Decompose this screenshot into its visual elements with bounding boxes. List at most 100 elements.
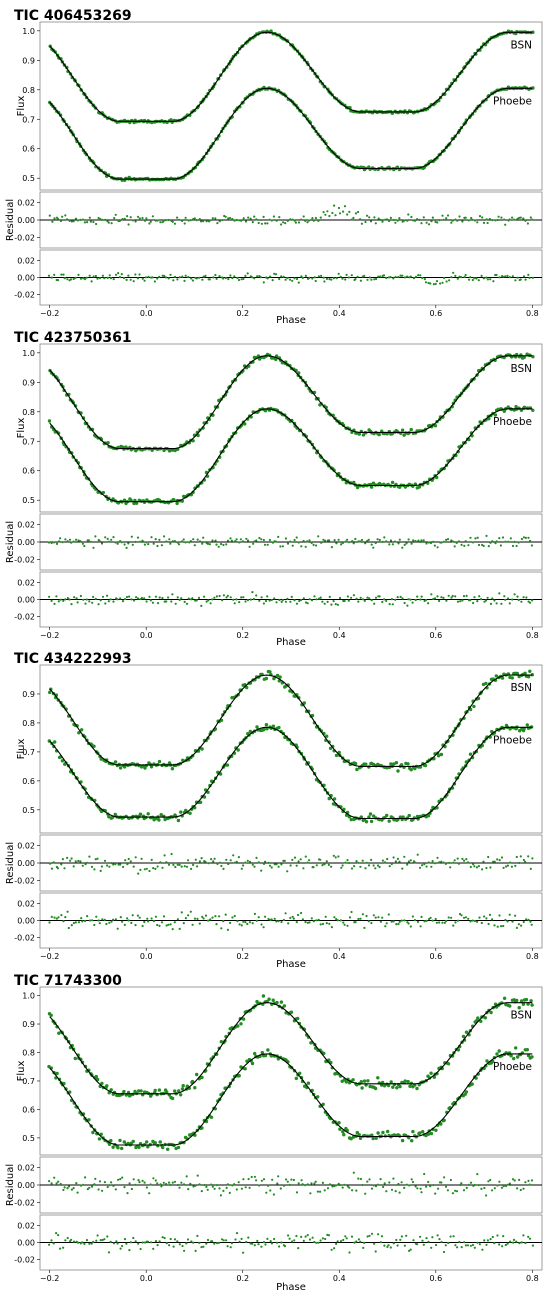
residual-point (461, 857, 464, 861)
residual-point (62, 1188, 65, 1192)
data-point (517, 674, 521, 679)
data-point (106, 441, 110, 445)
residual-point (345, 1237, 348, 1240)
residual-point (225, 543, 228, 546)
residual-point (290, 595, 293, 599)
residual-point (417, 539, 420, 542)
residual-point (338, 1183, 341, 1187)
residual-point (114, 213, 117, 216)
residual-point (359, 1177, 362, 1181)
residual-point (394, 275, 397, 279)
residual-tick-label: -0.02 (14, 556, 35, 565)
residual-point (392, 1177, 395, 1180)
residual-point (213, 1242, 216, 1245)
residual-point (432, 540, 435, 544)
residual-point (165, 1242, 168, 1245)
residual-point (496, 925, 499, 928)
residual-point (247, 1177, 250, 1181)
residual-point (114, 541, 117, 544)
data-point (163, 817, 167, 822)
residual-point (268, 599, 271, 602)
data-point (500, 676, 505, 680)
residual-point (286, 276, 289, 280)
residual-point (362, 1246, 365, 1249)
residual-point (467, 219, 470, 222)
residual-point (152, 867, 155, 870)
residual-point (467, 917, 470, 920)
residual-point (160, 544, 163, 547)
residual-point (448, 861, 451, 865)
residual-point (317, 275, 320, 278)
residual-point (469, 920, 472, 923)
residual-point (56, 217, 60, 220)
residual-point (266, 595, 269, 598)
residual-point (132, 865, 135, 868)
data-point (180, 1087, 185, 1091)
residual-point (362, 598, 365, 601)
data-point (107, 1142, 112, 1147)
residual-point (434, 917, 437, 921)
data-point (267, 997, 271, 1001)
data-point (99, 1132, 103, 1137)
residual-point (350, 274, 353, 277)
data-point (522, 405, 527, 409)
residual-point (445, 217, 448, 220)
residual-point (482, 860, 485, 863)
data-point (91, 1130, 95, 1135)
residuals-phoebe (48, 1232, 535, 1254)
residual-point (77, 859, 80, 863)
residual-point (70, 220, 73, 223)
residual-point (400, 919, 403, 922)
residual-point (277, 1175, 280, 1178)
residual-point (405, 1183, 409, 1186)
residual-point (443, 1176, 446, 1179)
data-point (243, 1067, 247, 1071)
residual-point (123, 1186, 126, 1189)
residual-point (508, 1182, 511, 1185)
residual-point (278, 216, 281, 219)
residual-point (447, 1241, 450, 1245)
data-point (421, 1130, 425, 1134)
residual-point (514, 279, 517, 282)
residual-point (210, 858, 213, 861)
residual-point (281, 598, 284, 602)
residual-point (328, 278, 331, 281)
residual-point (323, 863, 326, 866)
residual-point (366, 278, 369, 281)
residual-point (304, 219, 307, 222)
residual-point (148, 869, 151, 873)
residual-point (208, 278, 211, 281)
x-tick-label: 0.0 (140, 1274, 153, 1283)
residual-point (64, 916, 67, 919)
residual-tick-label: 0.02 (17, 1164, 35, 1173)
residual-point (314, 216, 317, 220)
residual-point (348, 861, 351, 865)
data-point (508, 1004, 512, 1008)
residual-point (441, 281, 444, 284)
residual-point (425, 221, 428, 224)
y-tick-label: 0.9 (22, 1020, 35, 1029)
residual-point (436, 546, 439, 549)
residual-point (186, 1238, 190, 1241)
residual-point (75, 1182, 78, 1185)
residual-point (270, 219, 273, 222)
residual-point (97, 216, 100, 220)
residual-point (158, 924, 161, 928)
residual-point (403, 1186, 406, 1189)
residual-point (266, 543, 269, 546)
data-point (464, 1030, 469, 1034)
residual-point (473, 1246, 476, 1249)
residual-point (472, 601, 475, 605)
data-point (142, 500, 147, 504)
residual-point (249, 217, 252, 220)
residual-point (306, 1183, 309, 1186)
residual-point (381, 220, 384, 223)
data-point (263, 1053, 268, 1058)
residual-point (431, 919, 434, 922)
data-point (491, 1059, 495, 1064)
residual-point (491, 597, 494, 600)
data-point (165, 1090, 169, 1094)
residual-point (527, 273, 530, 276)
residual-point (388, 219, 391, 223)
residual-point (68, 538, 72, 541)
